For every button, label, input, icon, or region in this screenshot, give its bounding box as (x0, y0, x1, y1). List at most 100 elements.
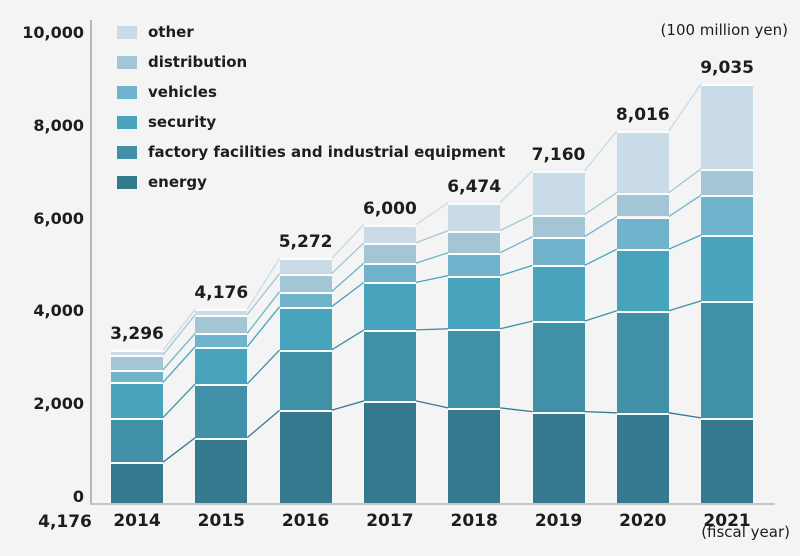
bar-segment-factory-facilities-and-industrial-equipment-2020 (616, 310, 669, 413)
bar-segment-other-2020 (616, 131, 669, 193)
bar-segment-other-2021 (701, 83, 754, 169)
bar-segment-security-2016 (279, 306, 332, 350)
x-axis-line (90, 503, 775, 505)
legend-item-vehicles: vehicles (117, 77, 505, 107)
bar-segment-factory-facilities-and-industrial-equipment-2015 (195, 383, 248, 438)
unit-label: (100 million yen) (660, 21, 788, 39)
bar-segment-security-2017 (363, 282, 416, 330)
legend-swatch-icon-vehicles (117, 85, 137, 99)
legend-label-energy: energy (148, 173, 207, 191)
connector-line-security-2019-2020 (584, 248, 618, 266)
connector-line-security-2017-2018 (415, 274, 449, 284)
total-label-2019: 7,160 (531, 144, 586, 165)
bar-segment-vehicles-2019 (532, 236, 585, 266)
bar-segment-distribution-2016 (279, 273, 332, 292)
connector-line-factory-facilities-and-industrial-equipment-2016-2017 (331, 329, 365, 351)
connector-line-security-2014-2015 (162, 346, 196, 383)
bar-segment-security-2021 (701, 235, 754, 301)
legend-label-distribution: distribution (148, 53, 248, 71)
y-tick-label-2000: 2,000 (33, 394, 84, 414)
legend-label-factory-facilities-and-industrial-equipment: factory facilities and industrial equipm… (148, 143, 506, 161)
bar-segment-energy-2021 (701, 417, 754, 503)
total-label-2020: 8,016 (615, 105, 670, 126)
bar-segment-vehicles-2016 (279, 291, 332, 307)
connector-line-security-2015-2016 (246, 306, 281, 348)
bar-segment-vehicles-2015 (195, 333, 248, 347)
connector-line-factory-facilities-and-industrial-equipment-2015-2016 (246, 349, 281, 385)
bar-segment-factory-facilities-and-industrial-equipment-2014 (111, 417, 163, 463)
bar-segment-distribution-2018 (448, 230, 501, 253)
connector-line-energy-2015-2016 (246, 409, 281, 439)
fiscal-year-label: (fiscal year) (701, 523, 790, 541)
legend-label-security: security (148, 113, 217, 131)
bar-segment-security-2015 (195, 346, 248, 384)
bar-segment-energy-2018 (448, 407, 501, 503)
connector-line-energy-2018-2019 (500, 407, 533, 413)
bar-segment-distribution-2021 (701, 168, 754, 196)
y-tick-label-10000: 10,000 (22, 23, 84, 42)
connector-line-factory-facilities-and-industrial-equipment-2014-2015 (162, 383, 196, 419)
bar-segment-security-2019 (532, 265, 585, 322)
connector-line-vehicles-2019-2020 (584, 215, 618, 238)
connector-line-factory-facilities-and-industrial-equipment-2018-2019 (500, 320, 533, 330)
bar-segment-other-2015 (195, 309, 248, 315)
bar-segment-distribution-2017 (363, 242, 416, 264)
connector-line-factory-facilities-and-industrial-equipment-2017-2018 (415, 328, 449, 331)
legend-swatch-icon-other (117, 25, 137, 39)
y-tick-label-8000: 8,000 (33, 115, 84, 135)
bar-segment-energy-2020 (616, 412, 669, 503)
x-tick-label-2020: 2020 (619, 511, 667, 531)
bar-segment-other-2019 (532, 170, 585, 215)
bar-segment-energy-2015 (195, 437, 248, 503)
x-tick-label-2021: 2021 (703, 511, 751, 531)
total-label-2017: 6,000 (363, 198, 417, 219)
y-tick-label-4000: 4,000 (33, 301, 84, 321)
connector-line-energy-2016-2017 (331, 400, 365, 411)
bar-segment-security-2020 (616, 249, 669, 311)
legend-swatch-icon-distribution (117, 55, 137, 69)
connector-line-distribution-2020-2021 (668, 168, 702, 194)
total-label-2015: 4,176 (194, 283, 249, 304)
bar-segment-energy-2017 (363, 400, 416, 503)
bar-segment-other-2016 (279, 258, 332, 274)
stray-total-label: 4,176 (38, 512, 92, 532)
connector-line-vehicles-2020-2021 (668, 194, 702, 218)
bar-segment-other-2014 (111, 350, 163, 355)
bar-segment-vehicles-2021 (701, 195, 754, 235)
legend-label-other: other (148, 23, 194, 41)
connector-line-vehicles-2018-2019 (499, 236, 533, 254)
legend-item-other: other (117, 17, 505, 47)
total-label-2018: 6,474 (447, 176, 502, 197)
bar-segment-security-2018 (448, 275, 501, 329)
connector-line-factory-facilities-and-industrial-equipment-2019-2020 (584, 310, 617, 322)
x-tick-label-2014: 2014 (113, 511, 161, 531)
legend-swatch-icon-factory-facilities-and-industrial-equipment (117, 145, 137, 159)
connector-line-security-2018-2019 (500, 264, 533, 277)
legend-item-energy: energy (117, 167, 505, 197)
bar-segment-factory-facilities-and-industrial-equipment-2017 (363, 329, 416, 401)
x-tick-label-2018: 2018 (450, 511, 498, 531)
bar-segment-distribution-2020 (616, 192, 669, 217)
connector-line-energy-2019-2020 (584, 410, 617, 414)
total-label-2016: 5,272 (278, 232, 333, 253)
connector-line-energy-2020-2021 (668, 412, 702, 419)
connector-line-distribution-2019-2020 (584, 192, 618, 216)
bar-segment-distribution-2015 (195, 314, 248, 334)
x-tick-label-2015: 2015 (197, 511, 245, 531)
bar-segment-distribution-2014 (111, 355, 163, 370)
connector-line-energy-2017-2018 (415, 400, 449, 409)
y-tick-label-0: 0 (72, 487, 84, 506)
connector-line-security-2016-2017 (331, 281, 365, 308)
bar-segment-energy-2016 (279, 410, 332, 503)
legend-label-vehicles: vehicles (148, 83, 217, 101)
total-label-2021: 9,035 (700, 57, 754, 78)
y-tick-label-6000: 6,000 (33, 208, 84, 228)
y-axis-line (90, 20, 92, 504)
legend-item-distribution: distribution (117, 47, 505, 77)
connector-line-vehicles-2016-2017 (331, 262, 365, 293)
legend-item-security: security (117, 107, 505, 137)
bar-segment-vehicles-2014 (111, 369, 163, 383)
bar-segment-other-2017 (363, 224, 416, 243)
bar-segment-security-2014 (111, 382, 163, 418)
